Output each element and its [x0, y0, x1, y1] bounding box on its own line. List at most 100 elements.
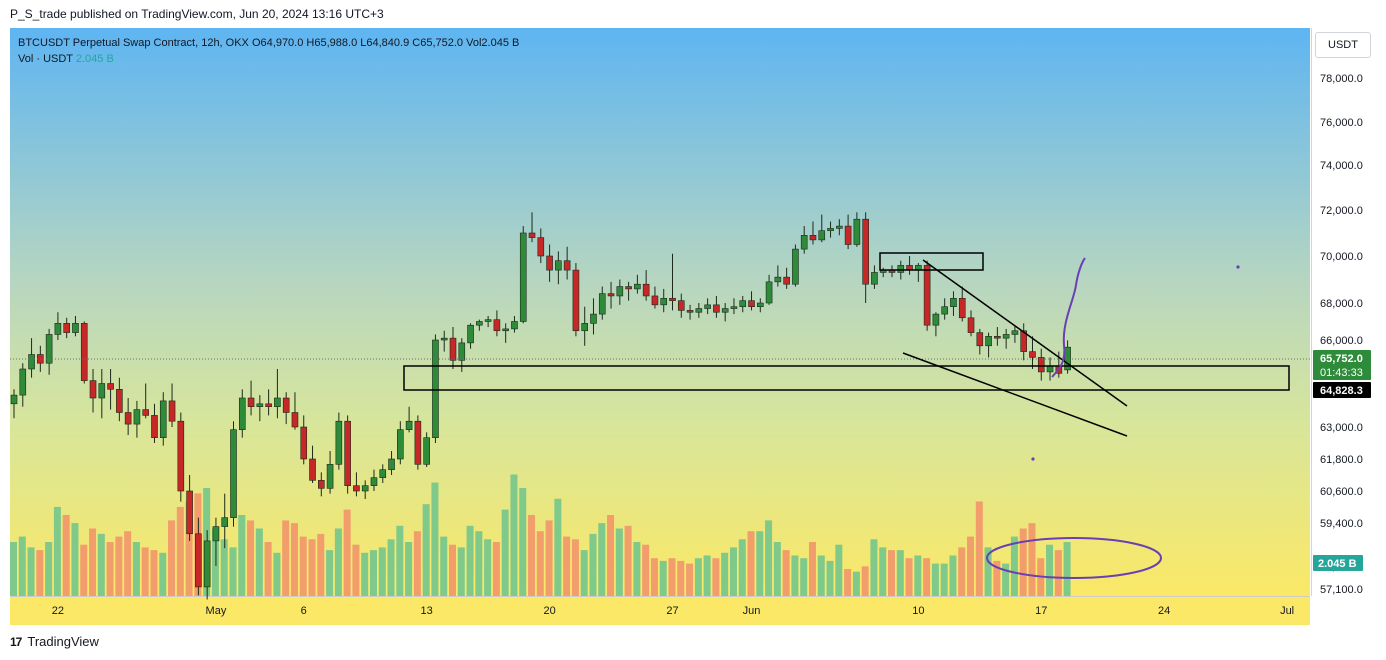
volume-bar	[317, 533, 325, 596]
time-tick-label: 10	[912, 605, 924, 617]
volume-bar	[422, 504, 430, 596]
symbol-label[interactable]: BTCUSDT Perpetual Swap Contract, 12h, OK…	[18, 37, 249, 49]
candlestick	[1037, 348, 1045, 381]
volume-bar	[80, 544, 88, 596]
candle-body	[1011, 330, 1019, 335]
candle-body	[440, 337, 448, 341]
candle-body	[265, 403, 272, 407]
volume-bar	[949, 555, 957, 596]
candlestick	[274, 369, 281, 419]
tradingview-logo-icon[interactable]: 17	[10, 634, 22, 649]
footer: 17 TradingView	[10, 634, 99, 649]
candlestick	[203, 530, 211, 600]
volume-bar	[729, 547, 737, 596]
candlestick	[590, 298, 597, 335]
volume-bar	[220, 539, 228, 596]
time-tick-label: 17	[1035, 605, 1047, 617]
price-axis[interactable]	[1311, 28, 1376, 596]
volume-bar	[888, 550, 895, 596]
candlestick	[80, 321, 88, 384]
candlestick	[950, 291, 957, 316]
candle-body	[484, 319, 492, 322]
candlestick	[230, 421, 237, 527]
candle-body	[1046, 365, 1054, 373]
price-tick-label: 68,000.0	[1320, 298, 1363, 310]
candle-body	[317, 480, 325, 489]
candlestick	[502, 323, 509, 343]
volume-bar	[914, 555, 922, 596]
candle-body	[739, 300, 747, 307]
candlestick	[291, 392, 299, 430]
candle-body	[1002, 334, 1010, 339]
candle-body	[274, 397, 281, 407]
volume-bar	[457, 547, 465, 596]
candlestick	[537, 228, 545, 264]
volume-bar	[545, 520, 553, 596]
candle-body	[713, 304, 720, 313]
candle-body	[282, 397, 290, 413]
volume-bar	[18, 536, 26, 596]
volume-series-label[interactable]: Vol · USDT	[18, 53, 73, 65]
chart-area[interactable]	[10, 28, 1310, 596]
volume-bar	[247, 520, 255, 596]
candlestick	[414, 415, 422, 470]
candle-body	[827, 228, 834, 231]
volume-bar	[607, 515, 615, 596]
volume-bar	[124, 531, 132, 596]
volume-bar	[905, 558, 913, 596]
candlestick	[915, 263, 922, 282]
candlestick	[1002, 328, 1010, 349]
candlestick	[616, 279, 624, 305]
currency-unit-button[interactable]: USDT	[1315, 32, 1371, 58]
footer-brand[interactable]: TradingView	[27, 634, 99, 649]
candle-body	[151, 415, 158, 438]
candle-body	[98, 383, 106, 399]
candlestick	[432, 334, 439, 443]
candle-body	[537, 237, 545, 257]
last-price-badge-bg	[1313, 350, 1371, 380]
candlestick	[888, 265, 896, 278]
time-axis[interactable]	[10, 596, 1310, 625]
close-value: 65,752.0	[420, 37, 464, 49]
candlestick	[133, 400, 141, 438]
candlestick	[1064, 340, 1071, 374]
candle-body	[449, 337, 457, 361]
volume-bar	[466, 525, 474, 596]
volume-bar	[598, 523, 606, 596]
candle-body	[677, 300, 685, 311]
volume-bar	[808, 542, 816, 596]
candle-body	[203, 540, 211, 588]
candle-body	[19, 368, 27, 396]
candle-body	[941, 306, 948, 315]
line-price-badge: 64,828.3	[1320, 385, 1363, 397]
candlestick	[353, 472, 360, 497]
candlestick	[958, 286, 966, 322]
candle-body	[774, 276, 782, 283]
time-tick-label: May	[206, 605, 227, 617]
candle-body	[748, 300, 755, 307]
volume-bar	[1028, 523, 1036, 596]
candle-body	[669, 297, 676, 301]
volume-bar	[176, 506, 184, 596]
candlestick	[836, 219, 843, 236]
volume-bar	[1054, 550, 1062, 596]
candle-body	[476, 321, 483, 326]
publish-header: P_S_trade published on TradingView.com, …	[10, 7, 384, 21]
candle-body	[379, 469, 387, 478]
candlestick	[212, 517, 220, 566]
candlestick	[756, 298, 764, 313]
candle-body	[353, 485, 360, 492]
candlestick	[317, 472, 325, 497]
wedge-upper-trendline	[922, 259, 1128, 407]
candle-body	[124, 412, 132, 425]
candle-body	[546, 255, 553, 271]
candle-body	[238, 397, 246, 430]
candle-body	[642, 283, 650, 297]
candlestick	[862, 212, 869, 303]
candle-body	[370, 477, 378, 486]
price-tick-labels: 78,000.0 76,000.0 74,000.0 72,000.0 70,000.0…	[1320, 73, 1363, 596]
candlestick	[923, 260, 931, 331]
volume-bar	[396, 525, 404, 596]
candle-body	[651, 295, 659, 306]
candle-body	[107, 383, 114, 390]
